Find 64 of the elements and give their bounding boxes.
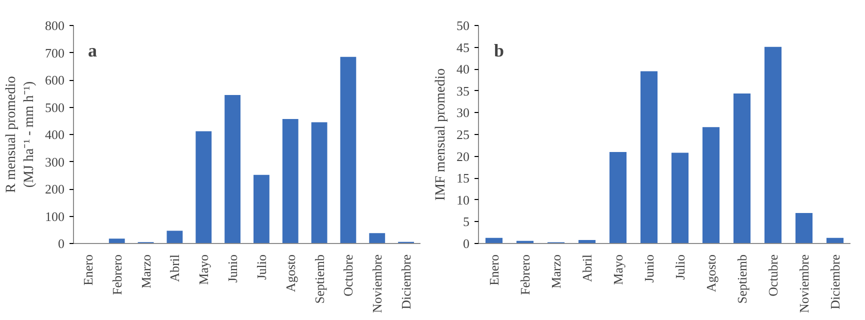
x-tick-label: Febrero [518, 254, 532, 295]
x-tick-label: Marzo [138, 254, 154, 288]
bar [369, 233, 386, 244]
x-tick-label: Mayo [610, 254, 626, 285]
x-tick-label: Enero [80, 254, 96, 286]
x-tick-label: Noviembre [370, 254, 385, 313]
y-tick-label: 15 [456, 170, 470, 186]
x-tick-label: Julio [672, 254, 688, 280]
x-tick-label: Julio [254, 254, 269, 280]
y-tick-label: 0 [463, 236, 470, 251]
y-tick-label: 100 [45, 208, 64, 224]
bar [609, 152, 627, 244]
y-tick-label: 0 [58, 236, 64, 251]
bar [640, 71, 658, 244]
x-tick-label: Abril [167, 254, 182, 282]
y-tick-label: 800 [45, 18, 64, 33]
y-tick-label: 300 [45, 154, 64, 170]
x-tick-label: Marzo [548, 254, 564, 288]
bar [108, 238, 125, 244]
x-tick-label: Septiemb [734, 254, 750, 304]
x-tick-label: Mayo [196, 254, 212, 285]
y-tick-label: 45 [456, 40, 470, 55]
x-tick-label: Diciembre [828, 254, 842, 310]
bar [254, 174, 270, 244]
x-tick-label: Junio [642, 254, 656, 283]
y-axis-title: IMF mensual promedio [434, 68, 448, 201]
x-tick-label: Octubre [766, 254, 780, 296]
x-tick-label: Noviembre [796, 254, 812, 313]
annotation: b [494, 40, 504, 60]
y-tick-label: 700 [45, 45, 64, 60]
annotation: a [88, 40, 97, 60]
bar [340, 56, 356, 244]
x-tick-label: Junio [225, 254, 240, 283]
bar [671, 152, 689, 244]
y-tick-label: 500 [45, 100, 64, 115]
y-tick-label: 40 [456, 62, 470, 77]
bar [311, 122, 328, 244]
bar [166, 230, 183, 244]
bar [282, 118, 298, 244]
x-tick-label: Abril [580, 254, 594, 282]
x-tick-label: Septiemb [312, 254, 327, 304]
bar [702, 127, 720, 244]
y-axis-title: R mensual promedio (MJ ha⁻¹ - mm h⁻¹) [4, 76, 37, 193]
x-tick-label: Febrero [109, 254, 124, 295]
y-tick-label: 10 [456, 192, 470, 208]
x-tick-label: Diciembre [398, 254, 414, 310]
y-tick-label: 600 [45, 72, 64, 88]
x-tick-label: Agosto [282, 254, 298, 292]
y-tick-label: 200 [45, 182, 64, 196]
y-tick-label: 5 [463, 214, 470, 230]
bar [224, 94, 240, 244]
x-tick-label: Agosto [704, 254, 718, 292]
y-tick-label: 30 [456, 105, 470, 120]
y-tick-label: 25 [456, 127, 470, 142]
bar [795, 212, 813, 244]
y-tick-label: 20 [456, 148, 470, 164]
x-tick-label: Octubre [340, 254, 356, 296]
y-tick-label: 50 [456, 18, 470, 33]
x-tick-label: Enero [486, 254, 502, 286]
bar [764, 46, 782, 244]
bar [196, 131, 212, 244]
bar [733, 94, 751, 244]
y-tick-label: 400 [45, 127, 64, 142]
y-tick-label: 35 [456, 83, 470, 98]
